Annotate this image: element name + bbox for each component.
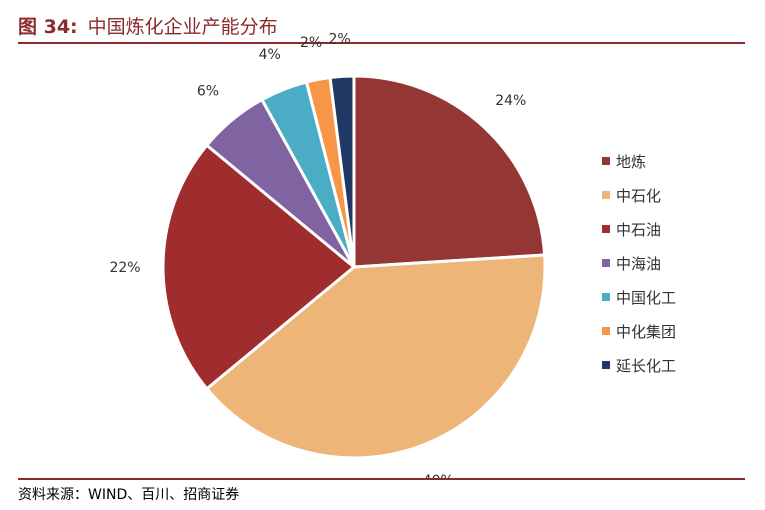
- chart-title: 中国炼化企业产能分布: [87, 16, 278, 38]
- legend-label-6: 中化集团: [616, 323, 676, 341]
- legend-swatch-4: [602, 259, 610, 267]
- pie-slice-3: [161, 143, 356, 391]
- pie-chart: 24% 40% 22% 6% 4% 2% 2% 地炼中石化中石油中海油中国化工中化集团延长化…: [109, 32, 676, 479]
- data-label-1: 24%: [495, 93, 526, 109]
- legend-swatch-2: [602, 191, 610, 199]
- data-label-4: 6%: [197, 84, 219, 100]
- source-note: 资料来源：WIND、百川、招商证券: [18, 487, 240, 503]
- footer-divider: [18, 478, 745, 480]
- data-label-2: 40%: [423, 473, 454, 478]
- legend-swatch-5: [602, 293, 610, 301]
- data-label-7: 2%: [328, 32, 350, 48]
- data-label-3: 22%: [109, 260, 140, 276]
- pie-slice-1: [352, 74, 547, 269]
- legend-swatch-7: [602, 361, 610, 369]
- legend-swatch-3: [602, 225, 610, 233]
- legend-label-5: 中国化工: [616, 289, 676, 307]
- legend-label-4: 中海油: [616, 255, 661, 273]
- pie-slice-2: [205, 253, 547, 460]
- legend-swatch-6: [602, 327, 610, 335]
- figure-label: 图 34:: [18, 16, 78, 38]
- figure-title: 图 34: 中国炼化企业产能分布: [18, 12, 278, 39]
- legend-label-2: 中石化: [616, 187, 661, 205]
- legend-label-1: 地炼: [616, 153, 646, 171]
- legend-swatch-1: [602, 157, 610, 165]
- pie-slices: [161, 74, 547, 460]
- pie-slice-7: [328, 74, 356, 269]
- data-label-5: 4%: [259, 47, 281, 63]
- pie-labels: 24% 40% 22% 6% 4% 2% 2%: [109, 32, 526, 479]
- data-label-6: 2%: [300, 35, 322, 51]
- legend-label-7: 延长化工: [616, 357, 676, 375]
- title-divider: [18, 42, 745, 44]
- legend-label-3: 中石油: [616, 221, 661, 239]
